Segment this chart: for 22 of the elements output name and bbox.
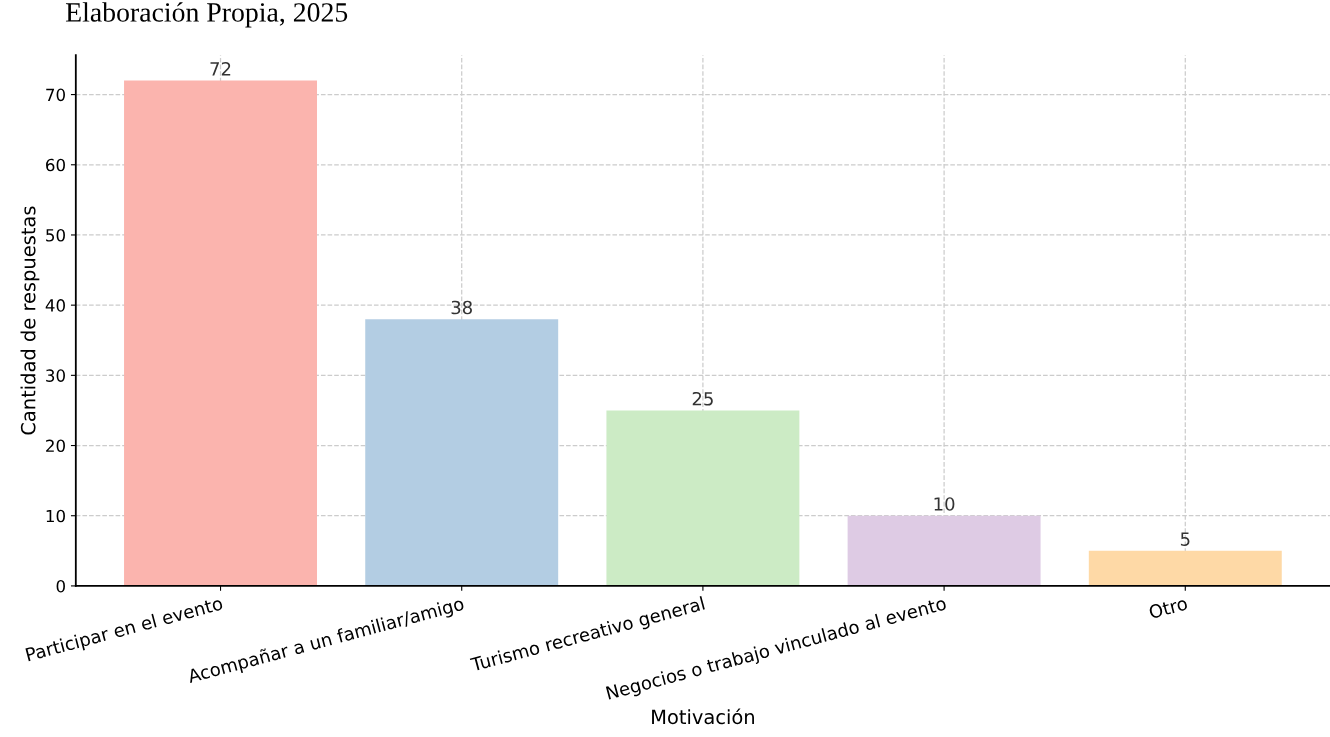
bar: [606, 410, 800, 586]
bar: [124, 80, 317, 586]
text: Elaboración Propia, 2025: [65, 2, 348, 28]
y-tick-label: 30: [46, 369, 65, 382]
y-tick-label: 0: [56, 579, 65, 593]
data-label: 25: [692, 391, 713, 406]
bar: [1088, 550, 1282, 586]
data-label: 38: [451, 300, 472, 315]
y-tick-label: 10: [46, 509, 65, 523]
y-axis-title: Cantidad de respuestas: [20, 206, 40, 435]
data-label: 10: [934, 497, 955, 511]
y-tick-label: 60: [46, 158, 65, 172]
data-label: 72: [210, 62, 231, 76]
y-tick-label: 20: [46, 439, 65, 453]
data-label: 5: [1180, 532, 1190, 546]
y-tick-label: 70: [46, 88, 65, 102]
y-tick-label: 40: [45, 299, 65, 312]
x-axis-title: Motivación: [652, 708, 754, 725]
bar: [847, 515, 1041, 586]
x-tick-label: Otro: [1148, 596, 1188, 620]
bar: [365, 319, 559, 586]
y-tick-label: 50: [46, 228, 65, 242]
